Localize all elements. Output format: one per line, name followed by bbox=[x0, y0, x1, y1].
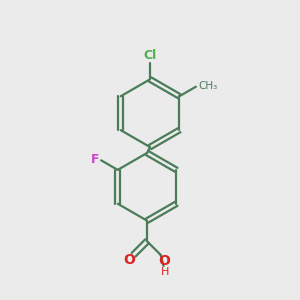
Text: CH₃: CH₃ bbox=[198, 81, 218, 91]
Text: O: O bbox=[158, 254, 170, 268]
Text: H: H bbox=[160, 268, 169, 278]
Text: F: F bbox=[91, 153, 99, 166]
Text: Cl: Cl bbox=[143, 49, 157, 62]
Text: O: O bbox=[123, 253, 135, 267]
